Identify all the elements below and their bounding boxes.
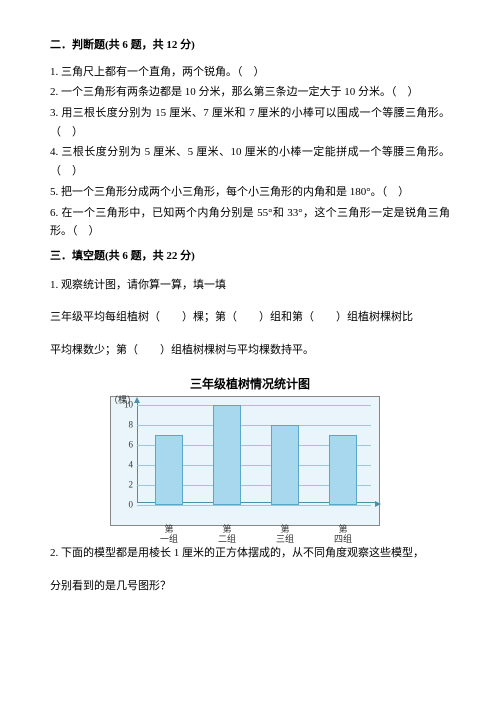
x-axis-arrow-icon (375, 501, 381, 507)
y-tick-label: 4 (115, 457, 133, 472)
bar (271, 425, 299, 505)
section2-title: 二．判断题(共 6 题，共 12 分) (50, 36, 450, 55)
gridline (137, 405, 371, 406)
bar-chart: （棵） 第一组第二组第三组第四组 0246810 (110, 396, 380, 526)
y-tick-label: 6 (115, 437, 133, 452)
judge-item: 5. 把一个三角形分成两个小三角形，每个小三角形的内角和是 180°。（ ） (50, 183, 450, 202)
x-tick-label: 第四组 (328, 525, 358, 545)
fill-q1-line2: 平均棵数少；第（ ）组植树棵树与平均棵数持平。 (50, 341, 450, 360)
judge-item: 2. 一个三角形有两条边都是 10 分米，那么第三条边一定大于 10 分米。（ … (50, 83, 450, 102)
bar (155, 435, 183, 505)
gridline (137, 425, 371, 426)
fill-q2: 2. 下面的模型都是用棱长 1 厘米的正方体摆成的，从不同角度观察这些模型， 分… (50, 544, 450, 595)
section3-title: 三．填空题(共 6 题，共 22 分) (50, 247, 450, 266)
x-tick-label: 第一组 (154, 525, 184, 545)
chart-wrap: 三年级植树情况统计图 （棵） 第一组第二组第三组第四组 0246810 (110, 374, 390, 526)
fill-q2-line2: 分别看到的是几号图形？ (50, 577, 450, 596)
fill-q1: 1. 观察统计图，请你算一算，填一填 三年级平均每组植树（ ）棵；第（ ）组和第… (50, 276, 450, 360)
fill-q2-line1: 2. 下面的模型都是用棱长 1 厘米的正方体摆成的，从不同角度观察这些模型， (50, 544, 450, 563)
fill-q1-line1: 三年级平均每组植树（ ）棵；第（ ）组和第（ ）组植树棵树比 (50, 308, 450, 327)
x-tick-label: 第三组 (270, 525, 300, 545)
plot-area: 第一组第二组第三组第四组 0246810 (137, 405, 371, 505)
gridline (137, 505, 371, 506)
y-tick-label: 0 (115, 497, 133, 512)
x-tick-label: 第二组 (212, 525, 242, 545)
y-tick-label: 8 (115, 417, 133, 432)
judge-item: 4. 三根长度分别为 5 厘米、5 厘米、10 厘米的小棒一定能拼成一个等腰三角… (50, 143, 450, 180)
judge-item: 6. 在一个三角形中，已知两个内角分别是 55°和 33°，这个三角形一定是锐角… (50, 204, 450, 241)
y-axis-arrow-icon (134, 397, 140, 403)
judge-item: 3. 用三根长度分别为 15 厘米、7 厘米和 7 厘米的小棒可以围成一个等腰三… (50, 104, 450, 141)
page: 二．判断题(共 6 题，共 12 分) 1. 三角尺上都有一个直角，两个锐角。（… (0, 0, 500, 595)
judge-item: 1. 三角尺上都有一个直角，两个锐角。（ ） (50, 63, 450, 82)
y-tick-label: 2 (115, 477, 133, 492)
y-tick-label: 10 (115, 397, 133, 412)
bar (329, 435, 357, 505)
chart-title: 三年级植树情况统计图 (110, 374, 390, 394)
fill-q1-intro: 1. 观察统计图，请你算一算，填一填 (50, 276, 450, 295)
judge-questions: 1. 三角尺上都有一个直角，两个锐角。（ ） 2. 一个三角形有两条边都是 10… (50, 63, 450, 241)
bar (213, 405, 241, 505)
